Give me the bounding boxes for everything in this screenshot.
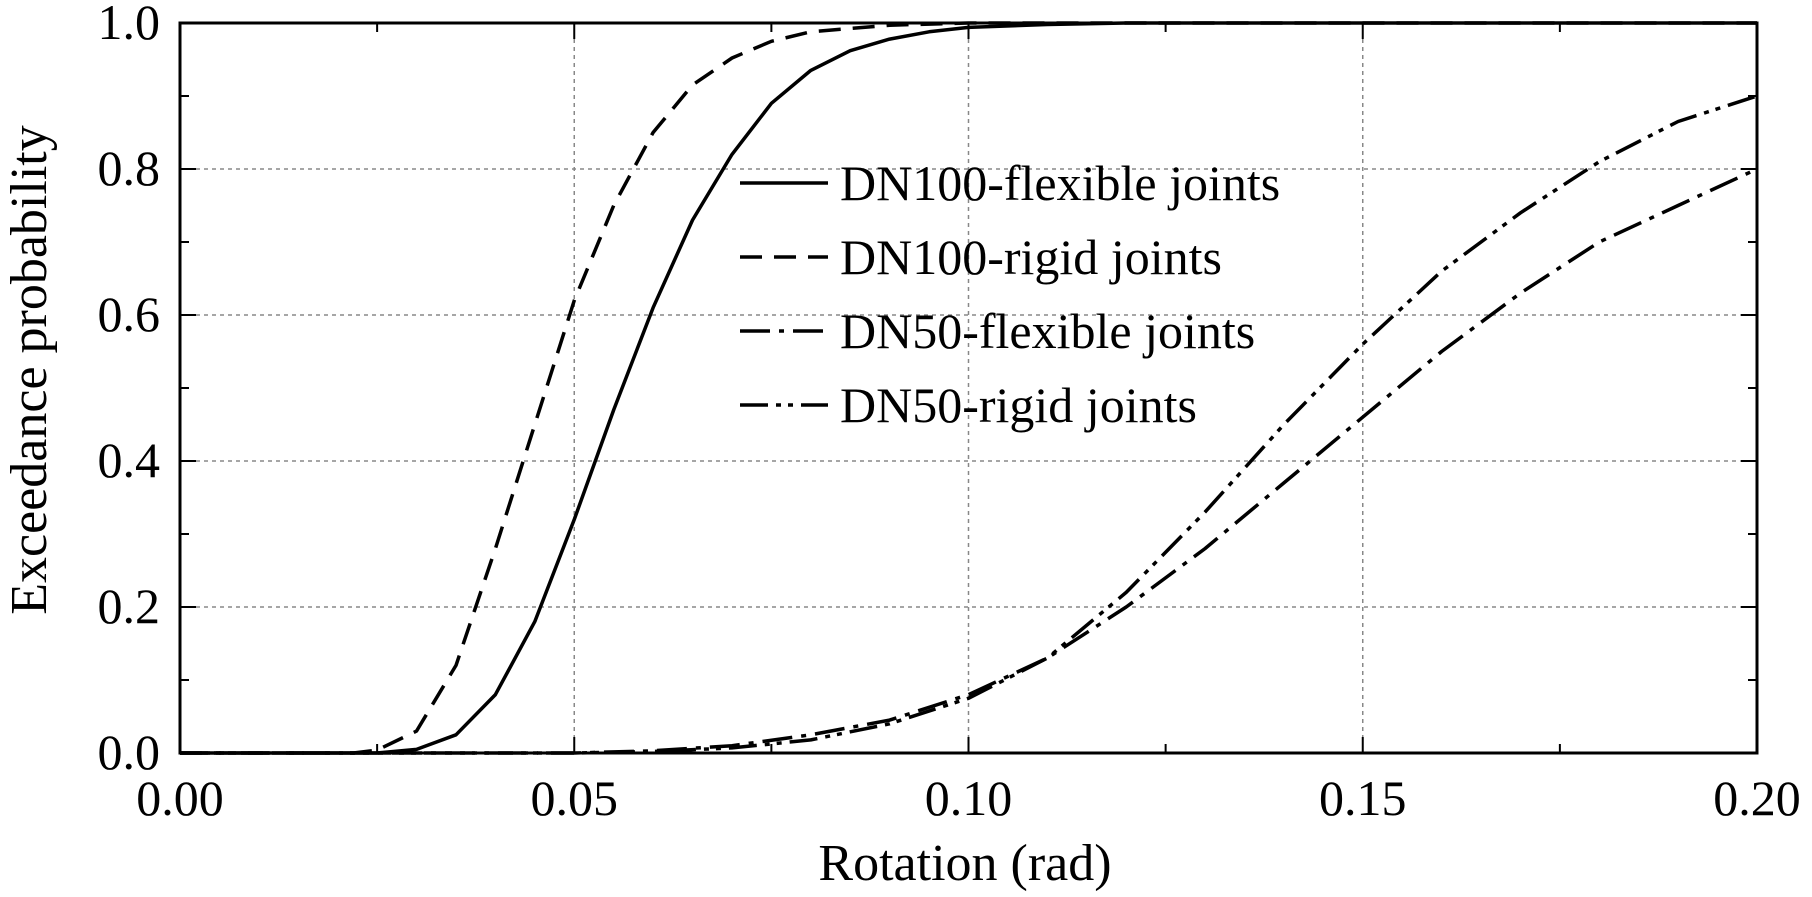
series-line	[180, 21, 1757, 755]
series-line	[180, 94, 1758, 755]
legend: DN100-flexible joints DN100-rigid joints D…	[740, 155, 1280, 433]
y-tick-label: 0.8	[98, 140, 161, 196]
x-tick-label: 0.10	[925, 770, 1013, 826]
y-tick-label: 0.2	[98, 578, 161, 634]
legend-label: DN50-flexible joints	[840, 303, 1255, 359]
y-axis-title: Exceedance probability	[1, 125, 58, 614]
y-tick-label: 0.4	[98, 432, 161, 488]
series-line	[180, 21, 1757, 755]
y-tick-label: 0.0	[98, 724, 161, 780]
x-tick-label: 0.00	[136, 770, 224, 826]
legend-label: DN50-rigid joints	[840, 377, 1197, 433]
grid-lines	[180, 23, 1757, 753]
x-tick-label: 0.05	[531, 770, 619, 826]
tick-labels: 0.00 0.05 0.10 0.15 0.20 0.0 0.2 0.4 0.6 0.8 1.0	[98, 0, 1801, 826]
y-tick-label: 1.0	[98, 0, 161, 50]
series-line	[180, 167, 1758, 755]
y-tick-label: 0.6	[98, 286, 161, 342]
x-axis-title: Rotation (rad)	[818, 835, 1111, 892]
legend-label: DN100-flexible joints	[840, 155, 1280, 211]
axes	[178, 21, 1759, 755]
series-lines	[180, 21, 1758, 755]
x-tick-label: 0.20	[1713, 770, 1801, 826]
x-tick-label: 0.15	[1319, 770, 1407, 826]
legend-label: DN100-rigid joints	[840, 229, 1222, 285]
